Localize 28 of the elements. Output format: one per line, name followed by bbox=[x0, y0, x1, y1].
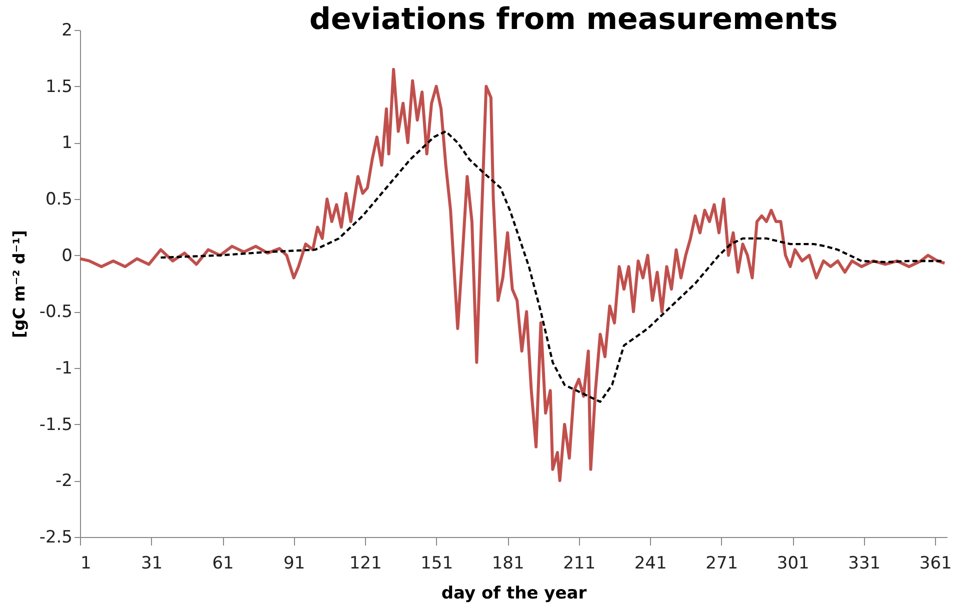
y-tick-label: -1 bbox=[56, 358, 72, 378]
y-tick-label: -2 bbox=[56, 471, 72, 492]
x-tick-label: 181 bbox=[492, 554, 524, 574]
x-tick-label: 271 bbox=[706, 554, 738, 574]
x-axis-title: day of the year bbox=[441, 584, 588, 604]
y-tick-label: 0 bbox=[62, 246, 72, 266]
x-tick-label: 31 bbox=[140, 554, 163, 574]
y-tick-label: -0.5 bbox=[39, 302, 72, 322]
x-tick-label: 241 bbox=[634, 554, 667, 574]
x-tick-label: 331 bbox=[848, 554, 881, 574]
x-tick-label: 61 bbox=[212, 554, 234, 574]
x-tick-label: 91 bbox=[283, 554, 306, 574]
line-series bbox=[160, 130, 944, 403]
y-tick-label: 2 bbox=[62, 20, 72, 40]
y-tick-label: 1.5 bbox=[45, 76, 72, 97]
y-tick-label: 0.5 bbox=[45, 190, 72, 210]
y-tick-label: 1 bbox=[62, 133, 72, 154]
y-tick-label: -2.5 bbox=[39, 528, 72, 548]
line-series bbox=[78, 68, 946, 482]
chart-title: deviations from measurements bbox=[309, 2, 838, 37]
x-tick-label: 151 bbox=[420, 554, 454, 574]
x-tick-label: 301 bbox=[776, 554, 810, 574]
x-tick-label: 121 bbox=[349, 554, 382, 574]
y-axis-title: [gC m⁻² d⁻¹] bbox=[9, 230, 28, 338]
y-tick-label: -1.5 bbox=[39, 414, 72, 435]
x-tick-label: 211 bbox=[563, 554, 596, 574]
x-tick-label: 361 bbox=[919, 554, 952, 574]
x-tick-label: 1 bbox=[80, 554, 92, 574]
